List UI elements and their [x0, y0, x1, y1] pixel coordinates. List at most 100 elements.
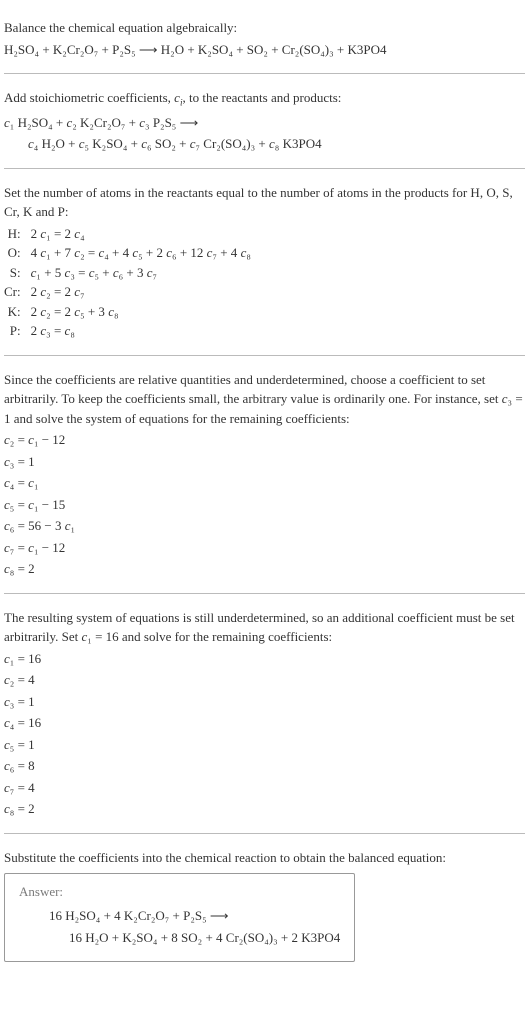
text: ₂ =	[80, 245, 98, 260]
coefficient-equation: c₇ = 4	[4, 778, 525, 798]
intro-text: Balance the chemical equation algebraica…	[4, 18, 525, 38]
final-text: Substitute the coefficients into the che…	[4, 848, 525, 868]
text: ₇	[80, 284, 85, 299]
atoms-row: O:4 c₁ + 7 c₂ = c₄ + 4 c₅ + 2 c₆ + 12 c₇…	[4, 243, 251, 263]
element-label: Cr:	[4, 282, 31, 302]
coefficient-equation: c₄ = c₁	[4, 473, 525, 493]
atoms-table: H:2 c₁ = 2 c₄O:4 c₁ + 7 c₂ = c₄ + 4 c₅ +…	[4, 224, 251, 341]
answer-box: Answer: 16 H₂SO₄ + 4 K₂Cr₂O₇ + P₂S₅ ⟶ 16…	[4, 873, 355, 962]
text: ₄	[80, 226, 85, 241]
text: 2	[31, 323, 41, 338]
atoms-row: Cr:2 c₂ = 2 c₇	[4, 282, 251, 302]
section-intro: Balance the chemical equation algebraica…	[4, 8, 525, 69]
undet2-eqs: c₁ = 16c₂ = 4c₃ = 1c₄ = 16c₅ = 1c₆ = 8c₇…	[4, 649, 525, 819]
intro-equation: H₂SO₄ + K₂Cr₂O₇ + P₂S₅ ⟶ H₂O + K₂SO₄ + S…	[4, 40, 525, 60]
coefficient-equation: c₅ = 1	[4, 735, 525, 755]
coefficient-equation: c₆ = 56 − 3 c₁	[4, 516, 525, 536]
text: ₅ =	[10, 497, 28, 512]
text: ₁ H₂SO₄ +	[10, 115, 67, 130]
text: ₃ =	[46, 323, 64, 338]
text: ₇ + 4	[212, 245, 240, 260]
element-label: P:	[4, 321, 31, 341]
answer-eq-2: 16 H₂O + K₂SO₄ + 8 SO₂ + 4 Cr₂(SO₄)₃ + 2…	[19, 928, 340, 948]
text: ₈	[246, 245, 251, 260]
section-atoms: Set the number of atoms in the reactants…	[4, 173, 525, 351]
divider	[4, 593, 525, 594]
coefficient-equation: c₃ = 1	[4, 452, 525, 472]
text: , to the reactants and products:	[183, 90, 342, 105]
text: ₁ − 15	[34, 497, 65, 512]
element-label: K:	[4, 302, 31, 322]
text: ₂ = 4	[10, 672, 35, 687]
text: 4	[31, 245, 41, 260]
undet2-text: The resulting system of equations is sti…	[4, 608, 525, 647]
text: ₇ =	[10, 540, 28, 555]
text: ₁	[34, 475, 39, 490]
text: ₅ + 3	[80, 304, 108, 319]
text: ₅ = 1	[10, 737, 35, 752]
divider	[4, 168, 525, 169]
text: ₁ = 16 and solve for the remaining coeff…	[87, 629, 332, 644]
element-equation: c₁ + 5 c₃ = c₅ + c₆ + 3 c₇	[31, 263, 251, 283]
text: ₆ = 56 − 3	[10, 518, 65, 533]
element-equation: 2 c₃ = c₈	[31, 321, 251, 341]
answer-eq-1: 16 H₂SO₄ + 4 K₂Cr₂O₇ + P₂S₅ ⟶	[19, 906, 340, 926]
coefficient-equation: c₂ = 4	[4, 670, 525, 690]
element-label: H:	[4, 224, 31, 244]
coefficient-equation: c₆ = 8	[4, 756, 525, 776]
atoms-row: S:c₁ + 5 c₃ = c₅ + c₆ + 3 c₇	[4, 263, 251, 283]
text: ₈ = 2	[10, 561, 35, 576]
text: 2	[31, 284, 41, 299]
text: ₄ H₂O +	[34, 136, 79, 151]
text: ₃ = 1	[10, 694, 35, 709]
coefficient-equation: c₈ = 2	[4, 559, 525, 579]
element-label: S:	[4, 263, 31, 283]
text: ₄ + 4	[104, 245, 132, 260]
coefficient-equation: c₃ = 1	[4, 692, 525, 712]
stoich-eq-1: c₁ H₂SO₄ + c₂ K₂Cr₂O₇ + c₃ P₂S₅ ⟶	[4, 113, 525, 133]
text: ₆ + 12	[172, 245, 207, 260]
element-label: O:	[4, 243, 31, 263]
undet1-text: Since the coefficients are relative quan…	[4, 370, 525, 429]
text: ₃ = 1	[10, 454, 35, 469]
text: ₅ + 2	[138, 245, 166, 260]
text: ₂ = 2	[46, 284, 74, 299]
atoms-row: H:2 c₁ = 2 c₄	[4, 224, 251, 244]
text: ₅ +	[94, 265, 112, 280]
text: ₈	[114, 304, 119, 319]
divider	[4, 73, 525, 74]
text: ₁ = 2	[46, 226, 74, 241]
text: ₈ K3PO4	[275, 136, 322, 151]
text: ₂ =	[10, 432, 28, 447]
atoms-row: P:2 c₃ = c₈	[4, 321, 251, 341]
text: ₇ Cr₂(SO₄)₃ +	[196, 136, 270, 151]
element-equation: 2 c₂ = 2 c₇	[31, 282, 251, 302]
text: Add stoichiometric coefficients,	[4, 90, 174, 105]
text: ₇	[153, 265, 158, 280]
text: ₄ = 16	[10, 715, 41, 730]
divider	[4, 833, 525, 834]
coefficient-equation: c₁ = 16	[4, 649, 525, 669]
section-stoich: Add stoichiometric coefficients, ci, to …	[4, 78, 525, 164]
section-undet2: The resulting system of equations is sti…	[4, 598, 525, 829]
answer-label: Answer:	[19, 884, 340, 900]
stoich-text: Add stoichiometric coefficients, ci, to …	[4, 88, 525, 111]
text: ₄ =	[10, 475, 28, 490]
text: ₁	[71, 518, 76, 533]
text: ₃ =	[70, 265, 88, 280]
element-equation: 2 c₂ = 2 c₅ + 3 c₈	[31, 302, 251, 322]
section-final: Substitute the coefficients into the che…	[4, 838, 525, 975]
text: ₆ + 3	[119, 265, 147, 280]
text: ₁ = 16	[10, 651, 41, 666]
coefficient-equation: c₂ = c₁ − 12	[4, 430, 525, 450]
element-equation: 4 c₁ + 7 c₂ = c₄ + 4 c₅ + 2 c₆ + 12 c₇ +…	[31, 243, 251, 263]
coefficient-equation: c₄ = 16	[4, 713, 525, 733]
text: ₁ − 12	[34, 540, 65, 555]
text: ₇ = 4	[10, 780, 35, 795]
text: ₁ + 5	[36, 265, 64, 280]
stoich-eq-2: c₄ H₂O + c₅ K₂SO₄ + c₆ SO₂ + c₇ Cr₂(SO₄)…	[4, 134, 525, 154]
coefficient-equation: c₅ = c₁ − 15	[4, 495, 525, 515]
coefficient-equation: c₇ = c₁ − 12	[4, 538, 525, 558]
text: ₁ − 12	[34, 432, 65, 447]
text: ₆ SO₂ +	[147, 136, 190, 151]
